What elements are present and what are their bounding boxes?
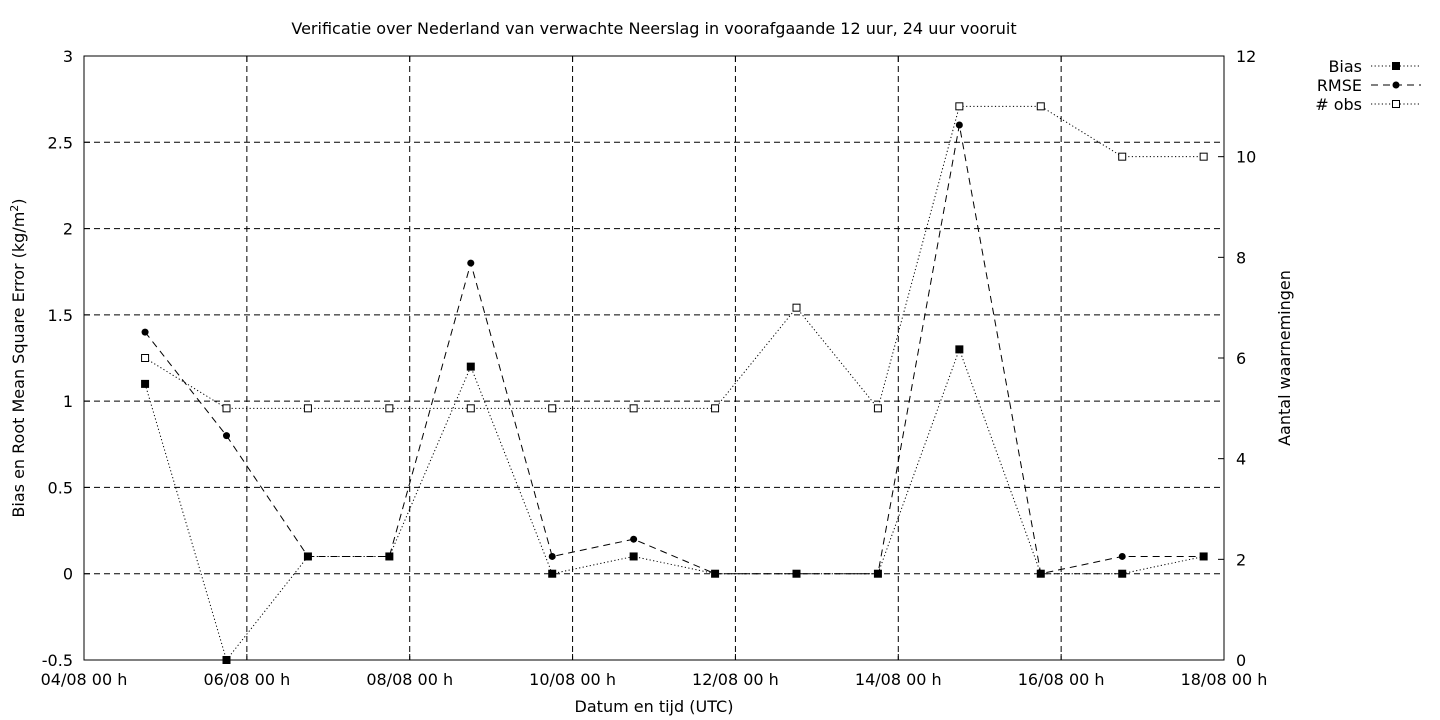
data-point [222, 404, 231, 413]
legend-marker [1392, 100, 1400, 108]
chart-title: Verificatie over Nederland van verwachte… [291, 19, 1016, 38]
series-obs [141, 102, 1208, 413]
data-point [141, 354, 150, 362]
x-tick-label: 06/08 00 h [203, 670, 290, 689]
y-right-tick-label: 10 [1236, 148, 1256, 167]
data-point [873, 404, 882, 413]
series-layer [141, 102, 1208, 664]
data-point [629, 552, 638, 561]
data-point [385, 552, 394, 561]
series-line [144, 347, 1204, 662]
data-point [1036, 569, 1045, 578]
y-right-tick-label: 6 [1236, 349, 1246, 368]
data-point [629, 404, 638, 413]
y-left-tick-label: 2.5 [48, 133, 73, 152]
data-point [630, 535, 638, 543]
y-left-tick-label: 0.5 [48, 478, 73, 497]
y-axis-right-title: Aantal waarnemingen [1275, 270, 1294, 446]
x-tick-label: 08/08 00 h [366, 670, 453, 689]
data-point [955, 102, 964, 111]
data-point [1118, 569, 1127, 578]
data-point [1118, 552, 1126, 560]
data-point [955, 345, 964, 354]
x-tick-label: 18/08 00 h [1181, 670, 1268, 689]
y-right-tick-label: 4 [1236, 450, 1246, 469]
y-right-tick-label: 8 [1236, 248, 1246, 267]
y-axis-left-title-end: ) [9, 198, 28, 204]
data-point [385, 404, 394, 413]
data-point [141, 379, 150, 388]
x-tick-label: 12/08 00 h [692, 670, 779, 689]
data-point [1199, 152, 1208, 161]
legend-label: Bias [1328, 57, 1362, 76]
data-point [548, 552, 556, 560]
series-rmse [141, 121, 1208, 578]
legend-label: RMSE [1317, 76, 1362, 95]
data-point [792, 569, 801, 578]
y-left-tick-label: 3 [63, 47, 73, 66]
data-point [711, 404, 720, 413]
data-point [548, 404, 557, 413]
legend-label: # obs [1315, 95, 1362, 114]
data-point [1199, 552, 1208, 561]
y-right-tick-label: 2 [1236, 550, 1246, 569]
y-right-tick-label: 12 [1236, 47, 1256, 66]
y-left-tick-label: -0.5 [42, 651, 73, 670]
x-tick-label: 10/08 00 h [529, 670, 616, 689]
data-point [303, 552, 312, 561]
data-point [873, 569, 882, 578]
data-point [1036, 102, 1045, 111]
data-point [223, 432, 230, 440]
y-axis-left-title-text: Bias en Root Mean Square Error (kg/m [9, 212, 28, 518]
x-tick-label: 16/08 00 h [1018, 670, 1105, 689]
plot-frame [83, 55, 1225, 661]
y-left-tick-label: 1 [63, 392, 73, 411]
x-tick-label: 14/08 00 h [855, 670, 942, 689]
data-point [141, 328, 149, 336]
y-left-tick-label: 2 [63, 220, 73, 239]
y-left-tick-label: 1.5 [48, 306, 73, 325]
data-point [548, 569, 557, 578]
y-axis-left-title-sup: 2 [8, 205, 21, 212]
x-tick-label: 04/08 00 h [41, 670, 128, 689]
data-point [466, 404, 475, 413]
y-right-tick-label: 0 [1236, 651, 1246, 670]
legend-marker [1392, 81, 1400, 89]
y-axis-left-title: Bias en Root Mean Square Error (kg/m2) [8, 198, 28, 517]
y-left-tick-label: 0 [63, 565, 73, 584]
data-point [466, 362, 475, 371]
x-axis-title: Datum en tijd (UTC) [575, 697, 734, 716]
data-point [711, 569, 720, 578]
ticks: 04/08 00 h 06/08 00 h 08/08 00 h 10/08 00 h… [41, 47, 1268, 689]
series-line [144, 124, 1204, 575]
legend-marker [1392, 62, 1400, 70]
data-point [1118, 152, 1127, 161]
data-point [792, 303, 801, 312]
series-bias [141, 345, 1208, 664]
data-point [467, 259, 475, 267]
grid [84, 56, 1224, 660]
series-line [144, 105, 1204, 410]
data-point [303, 404, 312, 413]
data-point [955, 121, 963, 129]
